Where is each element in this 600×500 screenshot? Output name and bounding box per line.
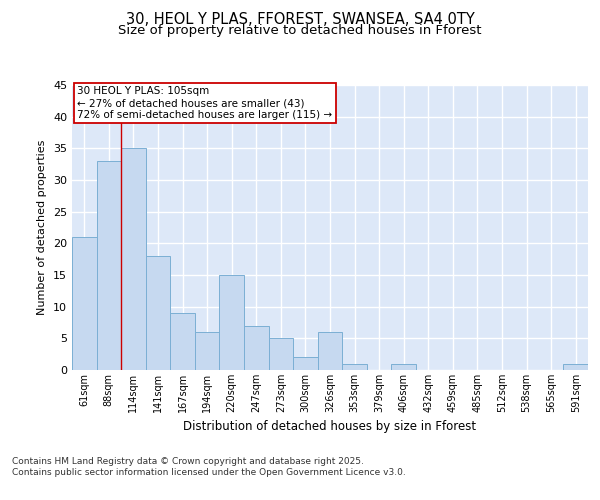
Text: Contains HM Land Registry data © Crown copyright and database right 2025.
Contai: Contains HM Land Registry data © Crown c…	[12, 458, 406, 477]
Bar	[146, 256, 170, 370]
Bar	[244, 326, 269, 370]
Bar	[195, 332, 220, 370]
Text: 30, HEOL Y PLAS, FFOREST, SWANSEA, SA4 0TY: 30, HEOL Y PLAS, FFOREST, SWANSEA, SA4 0…	[125, 12, 475, 28]
Bar	[220, 275, 244, 370]
Bar	[121, 148, 146, 370]
Text: Size of property relative to detached houses in Fforest: Size of property relative to detached ho…	[118, 24, 482, 37]
X-axis label: Distribution of detached houses by size in Fforest: Distribution of detached houses by size …	[184, 420, 476, 434]
Bar	[269, 338, 293, 370]
Bar	[391, 364, 416, 370]
Bar	[97, 161, 121, 370]
Bar	[342, 364, 367, 370]
Bar	[170, 313, 195, 370]
Bar	[318, 332, 342, 370]
Bar	[72, 237, 97, 370]
Bar	[563, 364, 588, 370]
Y-axis label: Number of detached properties: Number of detached properties	[37, 140, 47, 315]
Text: 30 HEOL Y PLAS: 105sqm
← 27% of detached houses are smaller (43)
72% of semi-det: 30 HEOL Y PLAS: 105sqm ← 27% of detached…	[77, 86, 332, 120]
Bar	[293, 358, 318, 370]
